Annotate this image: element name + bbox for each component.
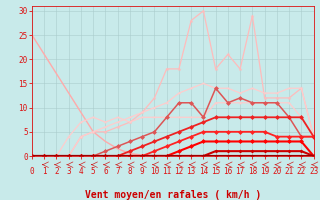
X-axis label: Vent moyen/en rafales ( km/h ): Vent moyen/en rafales ( km/h ) [85, 190, 261, 200]
